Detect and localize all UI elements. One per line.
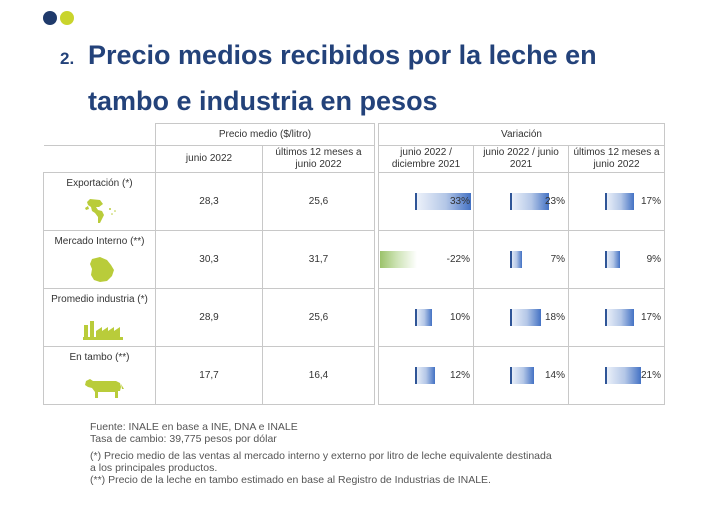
- var-bar: [605, 251, 621, 268]
- var-dic-cell: 12%: [378, 346, 475, 405]
- footnote-1-line-1: (*) Precio medio de las ventas al mercad…: [90, 450, 552, 462]
- header-precio-12m: últimos 12 meses a junio 2022: [261, 145, 376, 173]
- section-number: 2.: [60, 49, 75, 68]
- var-dic-value: -22%: [446, 254, 471, 265]
- axis-line: [605, 309, 608, 326]
- uruguay-map-icon: [90, 257, 114, 282]
- axis-line: [415, 193, 418, 210]
- precio-junio: 28,9: [155, 288, 263, 347]
- page-title: 2. Precio medios recibidos por la leche e…: [60, 34, 680, 123]
- precio-12m: 31,7: [261, 230, 376, 289]
- var-12m-value: 17%: [641, 312, 662, 323]
- precio-12m: 16,4: [261, 346, 376, 405]
- var-bar: [605, 309, 634, 326]
- navy-dot: [43, 11, 57, 25]
- footnote-1-line-2: a los principales productos.: [90, 462, 218, 474]
- title-line-1: Precio medios recibidos por la leche en: [88, 40, 597, 70]
- var-bar: [415, 309, 433, 326]
- var-12m-cell: 17%: [568, 288, 666, 347]
- axis-line: [415, 309, 418, 326]
- var-dic-cell: 10%: [378, 288, 475, 347]
- axis-line: [605, 367, 608, 384]
- americas-map-icon: [85, 199, 116, 223]
- axis-line: [605, 193, 608, 210]
- var-dic-value: 12%: [450, 370, 471, 381]
- factory-icon: [83, 321, 123, 340]
- footnote-2: (**) Precio de la leche en tambo estimad…: [90, 474, 491, 486]
- header-variacion: Variación: [378, 123, 666, 146]
- var-12m-cell: 17%: [568, 172, 666, 231]
- row-label-cell: Exportación (*): [43, 172, 156, 231]
- var-bar: [510, 251, 522, 268]
- var-jun-cell: 18%: [473, 288, 570, 347]
- var-12m-value: 17%: [641, 196, 662, 207]
- row-label: Mercado Interno (**): [54, 236, 145, 247]
- axis-line: [510, 367, 513, 384]
- row-label-cell: Mercado Interno (**): [43, 230, 156, 289]
- var-dic-value: 10%: [450, 312, 471, 323]
- axis-line: [510, 193, 513, 210]
- var-bar: [510, 193, 550, 210]
- header-precio-junio: junio 2022: [155, 145, 263, 173]
- var-jun-value: 18%: [545, 312, 566, 323]
- var-12m-cell: 21%: [568, 346, 666, 405]
- row-label-cell: Promedio industria (*): [43, 288, 156, 347]
- var-bar: [605, 367, 641, 384]
- row-label: En tambo (**): [69, 352, 130, 363]
- row-label: Exportación (*): [66, 178, 133, 189]
- var-12m-value: 21%: [641, 370, 662, 381]
- row-label: Promedio industria (*): [51, 294, 148, 305]
- var-jun-value: 14%: [545, 370, 566, 381]
- var-dic-cell: 33%: [378, 172, 475, 231]
- table-row: Exportación (*) 28,3 25,6 33% 23% 17%: [43, 172, 666, 231]
- var-dic-value: 33%: [450, 196, 471, 207]
- var-jun-value: 23%: [545, 196, 566, 207]
- table-row: Promedio industria (*) 28,9 25,6 10% 18%…: [43, 288, 666, 347]
- price-table: Precio medio ($/litro) Variación junio 2…: [43, 123, 666, 405]
- axis-line: [605, 251, 608, 268]
- exchange-rate-note: Tasa de cambio: 39,775 pesos por dólar: [90, 433, 277, 445]
- row-label-cell: En tambo (**): [43, 346, 156, 405]
- table-row: En tambo (**) 17,7 16,4 12% 14% 21%: [43, 346, 666, 405]
- axis-line: [510, 251, 513, 268]
- lime-dot: [60, 11, 74, 25]
- footnotes: Fuente: INALE en base a INE, DNA e INALE…: [90, 421, 650, 486]
- axis-line: [415, 367, 418, 384]
- var-bar: [415, 367, 436, 384]
- var-jun-cell: 23%: [473, 172, 570, 231]
- precio-junio: 17,7: [155, 346, 263, 405]
- header-var-diciembre: junio 2022 /diciembre 2021: [378, 145, 475, 173]
- header-var-junio: junio 2022 / junio 2021: [473, 145, 570, 173]
- header-var-12m: últimos 12 meses a junio 2022: [568, 145, 666, 173]
- var-bar: [415, 193, 472, 210]
- var-jun-value: 7%: [550, 254, 566, 265]
- header-precio-medio: Precio medio ($/litro): [154, 123, 376, 146]
- cow-icon: [85, 379, 124, 398]
- source-note: Fuente: INALE en base a INE, DNA e INALE: [90, 421, 298, 433]
- var-jun-cell: 14%: [473, 346, 570, 405]
- var-bar: [510, 309, 541, 326]
- var-12m-cell: 9%: [568, 230, 666, 289]
- title-line-2: tambo e industria en pesos: [88, 86, 438, 116]
- var-bar: [605, 193, 634, 210]
- var-bar: [379, 251, 417, 268]
- precio-12m: 25,6: [261, 172, 376, 231]
- var-12m-value: 9%: [646, 254, 662, 265]
- precio-junio: 30,3: [155, 230, 263, 289]
- var-jun-cell: 7%: [473, 230, 570, 289]
- var-bar: [510, 367, 534, 384]
- var-dic-cell: -22%: [378, 230, 475, 289]
- precio-junio: 28,3: [155, 172, 263, 231]
- table-row: Mercado Interno (**) 30,3 31,7 -22% 7% 9…: [43, 230, 666, 289]
- axis-line: [510, 309, 513, 326]
- precio-12m: 25,6: [261, 288, 376, 347]
- corner-blank: [43, 123, 156, 146]
